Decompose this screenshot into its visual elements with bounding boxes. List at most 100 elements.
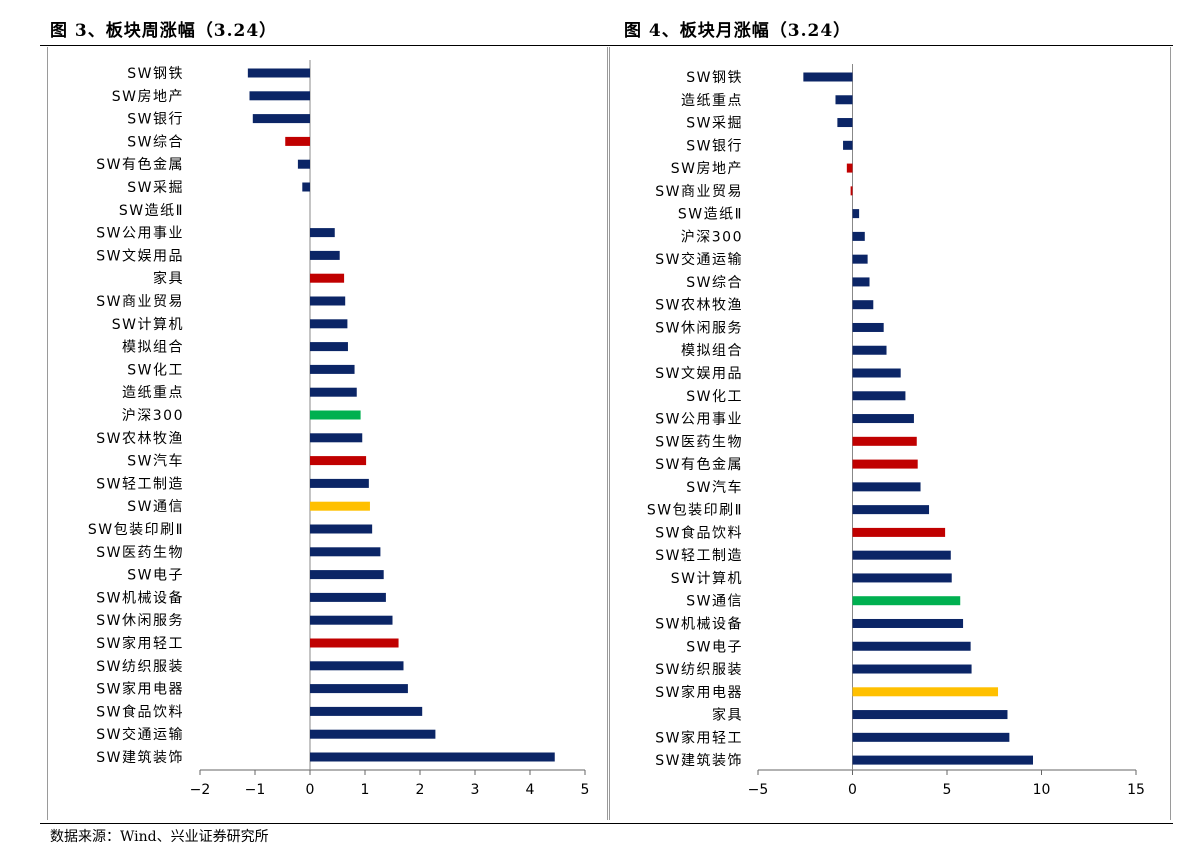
monthly-bar [852, 573, 952, 583]
monthly-category-label: SW建筑装饰 [655, 753, 743, 769]
monthly-bar [852, 277, 870, 287]
footer-divider [40, 823, 1173, 824]
monthly-x-tick-label: −5 [748, 782, 769, 798]
monthly-bar [843, 140, 853, 150]
weekly-category-label: SW农林牧渔 [96, 431, 184, 447]
weekly-change-chart-frame [47, 47, 608, 820]
weekly-bar [310, 319, 348, 329]
data-source-note: 数据来源：Wind、兴业证券研究所 [50, 829, 269, 845]
weekly-bar [310, 433, 363, 443]
weekly-category-label: 沪深300 [122, 408, 184, 424]
weekly-bar [310, 661, 404, 671]
weekly-category-label: SW汽车 [127, 453, 184, 470]
monthly-category-label: SW银行 [686, 138, 743, 154]
monthly-bar [803, 72, 853, 82]
monthly-category-label: SW医药生物 [655, 434, 743, 450]
weekly-category-label: SW钢铁 [127, 66, 184, 82]
weekly-bar [310, 273, 345, 283]
weekly-bar [310, 729, 436, 739]
weekly-x-tick-label: −1 [245, 782, 266, 798]
weekly-bar [310, 364, 355, 374]
monthly-category-label: SW休闲服务 [655, 320, 743, 336]
monthly-category-label: SW公用事业 [655, 412, 743, 428]
monthly-bar [852, 368, 901, 378]
weekly-category-label: SW化工 [127, 362, 184, 378]
header-divider [40, 45, 1173, 46]
weekly-bar [310, 387, 357, 397]
monthly-category-label: SW农林牧渔 [655, 298, 743, 314]
weekly-category-label: SW文娱用品 [96, 248, 184, 264]
monthly-bar [852, 732, 1010, 742]
monthly-bar [850, 186, 853, 196]
weekly-bar [310, 478, 369, 488]
weekly-x-tick-label: 2 [416, 782, 425, 798]
weekly-category-label: SW纺织服装 [96, 659, 184, 675]
right-chart-title: 图 4、板块月涨幅（3.24） [624, 21, 852, 41]
monthly-x-tick-label: 10 [1033, 782, 1051, 798]
monthly-category-label: SW轻工制造 [655, 548, 743, 564]
weekly-category-label: SW商业贸易 [96, 294, 184, 310]
monthly-change-chart-frame [609, 47, 1171, 820]
weekly-bar [310, 250, 340, 260]
monthly-category-label: SW电子 [686, 639, 743, 655]
monthly-bar [852, 459, 918, 469]
weekly-bar [297, 159, 310, 169]
weekly-bar [310, 296, 346, 306]
weekly-category-label: SW造纸Ⅱ [119, 203, 184, 219]
monthly-bar [852, 254, 868, 264]
weekly-category-label: SW计算机 [112, 317, 184, 333]
weekly-bar [310, 501, 370, 511]
monthly-category-label: 沪深300 [681, 229, 743, 245]
weekly-bar [302, 182, 310, 192]
weekly-bar [310, 638, 399, 648]
monthly-x-tick-label: 15 [1127, 782, 1145, 798]
weekly-category-label: SW家用电器 [96, 681, 184, 698]
weekly-x-tick-label: 3 [471, 782, 480, 798]
monthly-bar [852, 618, 964, 628]
monthly-category-label: SW纺织服装 [655, 662, 743, 678]
weekly-x-tick-label: 1 [361, 782, 370, 798]
monthly-bar [852, 755, 1033, 765]
monthly-category-label: SW交通运输 [655, 251, 743, 268]
weekly-bar [310, 706, 423, 716]
monthly-category-label: SW包装印刷Ⅱ [647, 503, 743, 519]
monthly-category-label: 造纸重点 [681, 93, 743, 109]
monthly-bar [852, 710, 1008, 720]
monthly-category-label: 模拟组合 [681, 343, 743, 359]
monthly-category-label: SW汽车 [686, 479, 743, 496]
weekly-category-label: SW医药生物 [96, 545, 184, 561]
weekly-category-label: SW交通运输 [96, 726, 184, 743]
weekly-bar [310, 228, 335, 238]
weekly-category-label: SW房地产 [112, 89, 184, 105]
monthly-bar [852, 322, 884, 332]
weekly-x-tick-label: 0 [306, 782, 315, 798]
weekly-bar [310, 456, 367, 466]
monthly-category-label: SW计算机 [671, 571, 743, 587]
weekly-category-label: SW公用事业 [96, 226, 184, 242]
monthly-category-label: SW家用电器 [655, 684, 743, 701]
weekly-bar [310, 752, 555, 762]
weekly-bar [310, 684, 408, 694]
monthly-category-label: SW通信 [686, 594, 743, 610]
weekly-category-label: SW银行 [127, 112, 184, 128]
weekly-category-label: SW综合 [127, 134, 184, 150]
monthly-bar [852, 550, 951, 560]
monthly-category-label: SW综合 [686, 275, 743, 291]
monthly-bar [835, 95, 853, 105]
weekly-category-label: 家具 [153, 270, 184, 287]
monthly-category-label: SW文娱用品 [655, 366, 743, 382]
weekly-category-label: 模拟组合 [122, 340, 184, 356]
weekly-bar [310, 570, 384, 580]
monthly-bar [852, 482, 921, 492]
weekly-bar [285, 136, 310, 146]
monthly-category-label: SW机械设备 [655, 615, 743, 632]
weekly-category-label: SW有色金属 [96, 156, 184, 173]
monthly-bar [852, 596, 961, 606]
weekly-category-label: SW通信 [127, 499, 184, 515]
weekly-category-label: SW采掘 [127, 180, 184, 196]
weekly-category-label: SW机械设备 [96, 589, 184, 606]
weekly-bar [310, 615, 393, 625]
weekly-category-label: SW轻工制造 [96, 476, 184, 492]
monthly-category-label: SW钢铁 [686, 70, 743, 86]
monthly-bar [852, 664, 972, 674]
